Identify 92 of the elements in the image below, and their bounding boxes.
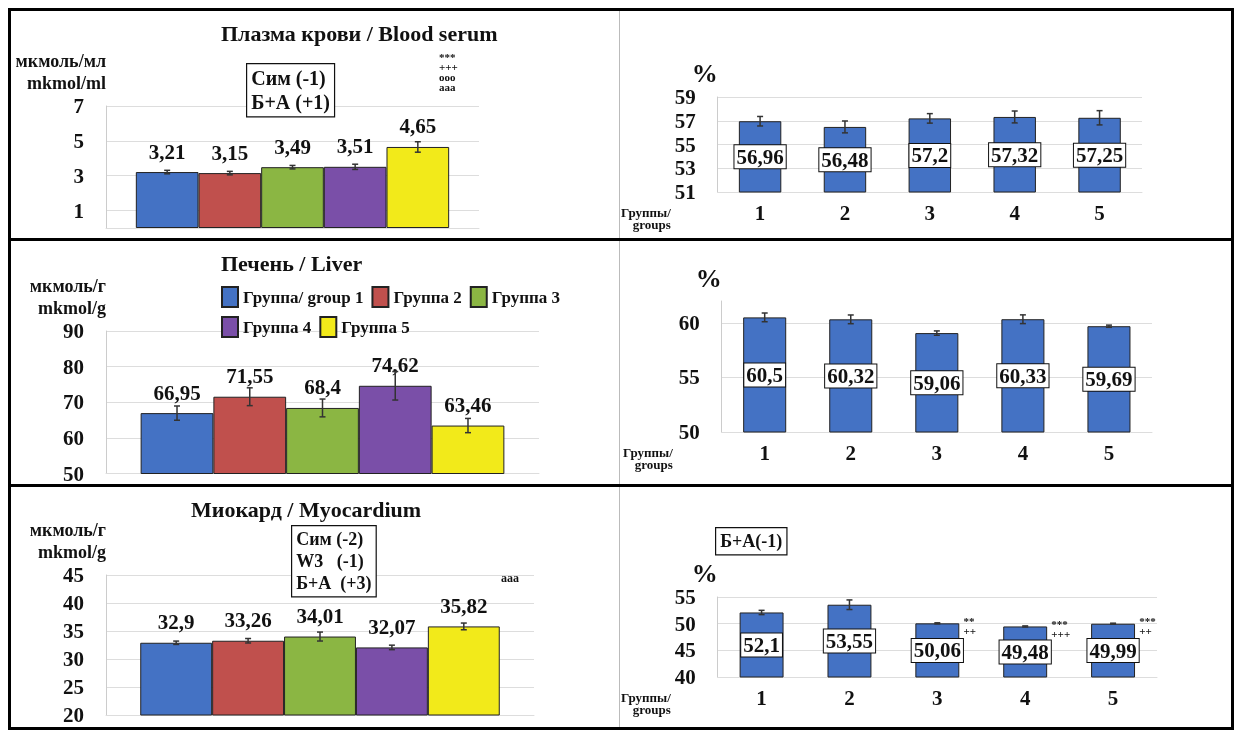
data-label: 32,9 — [157, 610, 195, 635]
y-tick-label: 5 — [73, 128, 84, 153]
legend-label: Группа 4 — [243, 317, 312, 337]
legend-label: Группа/ group 1 — [243, 287, 364, 307]
legend-label: Группа 3 — [491, 287, 561, 307]
data-label: 32,07 — [368, 614, 416, 639]
x-tick-label: 2 — [845, 440, 857, 465]
data-label: 60,5 — [746, 362, 784, 387]
data-label: 3,21 — [148, 139, 186, 164]
y-axis-title: % — [695, 263, 722, 293]
x-tick-label: 1 — [759, 440, 770, 465]
y-tick-label: 55 — [678, 365, 700, 390]
data-label: 57,25 — [1075, 143, 1124, 168]
x-tick-label: 2 — [839, 200, 851, 225]
y-tick-label: 70 — [63, 390, 84, 415]
data-label: 52,1 — [743, 632, 780, 657]
data-label: 35,82 — [440, 593, 488, 618]
y-tick-label: 30 — [63, 647, 84, 671]
y-tick-label: 57 — [674, 108, 696, 133]
y-tick-label: 80 — [63, 354, 84, 379]
data-label: 56,96 — [736, 144, 784, 169]
y-tick-label: 20 — [63, 703, 84, 727]
y-tick-label: 53 — [674, 156, 696, 181]
text: *** +++ ooo aaa — [439, 50, 458, 93]
y-tick-label: 50 — [63, 461, 84, 486]
annotation: *** +++ — [1051, 617, 1071, 640]
y-axis-title: мкмоль/г mkmol/g — [29, 520, 106, 562]
annotation: aaa — [501, 571, 519, 585]
y-tick-label: 45 — [63, 563, 84, 587]
data-label: 68,4 — [304, 375, 342, 400]
data-label: 34,01 — [296, 604, 344, 629]
data-label: 59,69 — [1085, 367, 1133, 392]
y-tick-label: 51 — [674, 180, 696, 204]
x-tick-label: 3 — [931, 440, 943, 465]
x-tick-label: 4 — [1009, 200, 1021, 225]
y-tick-label: 25 — [63, 675, 84, 699]
data-label: 49,48 — [1001, 639, 1049, 664]
x-tick-label: 3 — [932, 685, 943, 710]
x-tick-label: 3 — [924, 200, 936, 225]
y-tick-label: 40 — [674, 665, 696, 689]
x-tick-label: 5 — [1103, 440, 1115, 465]
data-label: 3,49 — [274, 134, 311, 159]
y-tick-label: 55 — [674, 132, 696, 157]
annotation: *** ++ — [1139, 615, 1157, 638]
data-label: 53,55 — [825, 629, 874, 654]
data-label: 3,51 — [336, 134, 374, 159]
x-axis-title: Группы/ groups — [620, 689, 672, 717]
x-tick-label: 5 — [1094, 200, 1105, 225]
y-axis-title: мкмоль/г mkmol/g — [29, 276, 106, 318]
data-label: 60,32 — [827, 363, 875, 388]
data-label: 57,2 — [911, 143, 949, 168]
data-label: 3,15 — [211, 140, 249, 165]
data-label: 66,95 — [153, 380, 201, 405]
x-tick-label: 5 — [1107, 685, 1119, 710]
text: Б+А(-1) — [720, 531, 783, 553]
data-label: 56,48 — [821, 147, 869, 172]
y-tick-label: 50 — [674, 611, 696, 636]
x-axis-title: Группы/ groups — [622, 444, 674, 472]
data-label: 74,62 — [371, 353, 419, 378]
x-tick-label: 1 — [754, 200, 766, 225]
chart-title: Миокард / Myocardium — [191, 496, 422, 522]
annotation: Сим (-1) Б+А (+1) — [251, 67, 330, 115]
x-tick-label: 1 — [756, 685, 767, 710]
y-tick-label: 50 — [678, 420, 700, 444]
y-tick-label: 45 — [674, 638, 696, 663]
data-label: 50,06 — [913, 638, 961, 663]
y-tick-label: 3 — [73, 163, 84, 188]
data-label: 57,32 — [991, 142, 1039, 167]
y-axis-title: мкмоль/мл mkmol/ml — [15, 51, 106, 93]
data-label: 59,06 — [913, 370, 961, 395]
annotation: Сим (-2) W3 (-1) Б+А (+3) — [296, 529, 372, 595]
annotation: ** ++ — [963, 614, 977, 637]
y-tick-label: 35 — [63, 619, 84, 643]
data-label: 49,99 — [1089, 638, 1137, 663]
legend-label: Группа 5 — [341, 317, 410, 337]
legend-label: Группа 2 — [393, 287, 462, 307]
y-tick-label: 60 — [678, 310, 700, 335]
y-tick-label: 7 — [73, 94, 84, 118]
x-tick-label: 4 — [1019, 685, 1031, 710]
data-label: 60,33 — [999, 363, 1047, 388]
data-label: 71,55 — [226, 364, 274, 389]
y-tick-label: 90 — [63, 319, 84, 343]
data-label: 63,46 — [444, 393, 492, 418]
data-label: 33,26 — [224, 608, 272, 633]
y-tick-label: 60 — [63, 425, 84, 450]
x-axis-title: Группы/ groups — [620, 204, 672, 232]
data-label: 4,65 — [399, 114, 437, 139]
x-tick-label: 2 — [844, 685, 855, 710]
chart-title: Плазма крови / Blood serum — [221, 20, 498, 46]
y-tick-label: 40 — [63, 591, 84, 615]
x-tick-label: 4 — [1017, 440, 1029, 465]
chart-title: Печень / Liver — [221, 250, 363, 276]
